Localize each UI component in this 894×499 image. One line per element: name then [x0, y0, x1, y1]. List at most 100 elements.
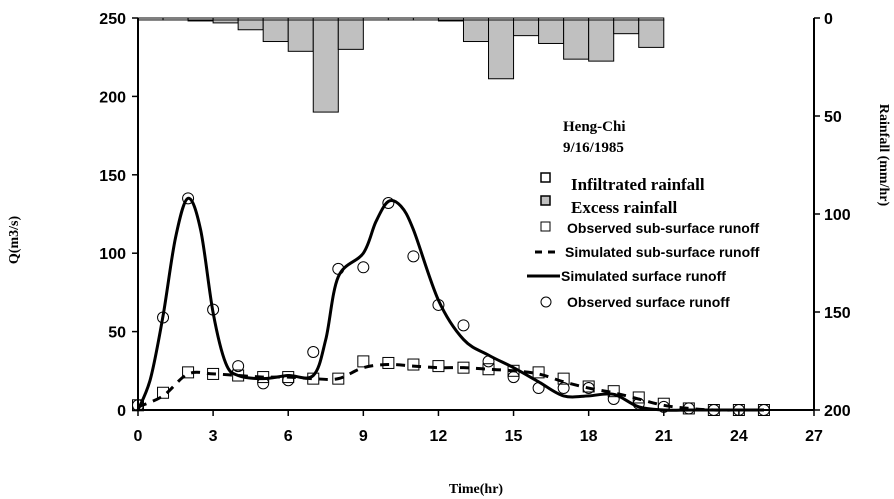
- legend-symbol-gray-bar: [540, 195, 551, 206]
- legend-label: Observed sub-surface runoff: [567, 220, 759, 236]
- x-tick-label: 3: [209, 428, 218, 445]
- excess-rainfall-bar: [212, 19, 239, 24]
- y-tick-label: 50: [108, 325, 126, 342]
- observed-surface-point: [482, 355, 495, 368]
- legend-item-infiltrated: Infiltrated rainfall: [540, 172, 705, 194]
- ticks: 0 3 6 9 12 15 18 21 24 27 0 50 100 150 200 250 0 50 100 150…: [99, 11, 851, 445]
- legend-item-obs-surface: Observed surface runoff: [540, 294, 730, 310]
- observed-subsurface-point: [382, 356, 395, 369]
- legend-label: Simulated surface runoff: [561, 268, 726, 284]
- observed-subsurface-point: [257, 371, 270, 384]
- observed-subsurface-point: [457, 361, 470, 374]
- y2-tick-label: 200: [824, 403, 851, 420]
- legend-item-sim-surface: Simulated surface runoff: [527, 268, 726, 284]
- excess-rainfall-bar: [588, 19, 615, 62]
- x-tick-label: 15: [505, 428, 523, 445]
- rainfall-bars: [137, 17, 665, 113]
- observed-surface-point: [682, 402, 695, 415]
- x-axis-title: Time(hr): [449, 482, 504, 497]
- observed-surface-point: [607, 393, 620, 406]
- observed-subsurface-point: [557, 372, 570, 385]
- infiltrated-rainfall-bar: [362, 17, 389, 21]
- observed-surface-point: [182, 192, 195, 205]
- observed-subsurface-point: [207, 367, 220, 380]
- excess-rainfall-bar: [437, 19, 464, 22]
- observed-surface-point: [132, 399, 144, 412]
- axes: [137, 18, 815, 411]
- observed-surface-point: [282, 374, 295, 387]
- observed-surface-point: [732, 404, 745, 416]
- observed-surface-point: [757, 404, 770, 416]
- observed-surface-point: [157, 311, 170, 324]
- x-tick-label: 21: [655, 428, 673, 445]
- x-tick-label: 18: [580, 428, 598, 445]
- y2-tick-label: 0: [824, 11, 833, 28]
- observed-subsurface-point: [332, 372, 345, 385]
- observed-subsurface-point: [182, 366, 195, 379]
- infiltrated-rainfall-bar: [137, 17, 164, 21]
- excess-rainfall-bar: [513, 19, 540, 37]
- y2-tick-label: 50: [824, 109, 842, 126]
- infiltrated-rainfall-bar: [162, 17, 189, 21]
- observed-subsurface-point: [482, 363, 495, 376]
- legend: Infiltrated rainfall Excess rainfall Obs…: [527, 172, 760, 310]
- y-tick-label: 100: [99, 246, 126, 263]
- excess-rainfall-bar: [187, 19, 214, 22]
- excess-rainfall-bar: [538, 19, 565, 44]
- observed-surface-point: [457, 319, 470, 332]
- observed-surface-point: [332, 262, 345, 275]
- observed-surface-point: [432, 298, 445, 311]
- excess-rainfall-bar: [287, 19, 314, 52]
- y-tick-label: 250: [99, 11, 126, 28]
- observed-subsurface-point: [232, 369, 245, 382]
- observed-subsurface-point: [407, 358, 420, 371]
- legend-symbol-open-bar: [540, 172, 551, 183]
- excess-rainfall-bar: [312, 19, 339, 113]
- excess-rainfall-bar: [488, 19, 515, 80]
- excess-rainfall-bar: [462, 19, 490, 43]
- observed-subsurface-point: [307, 372, 320, 385]
- observed-subsurface-point: [607, 385, 620, 398]
- legend-label: Simulated sub-surface runoff: [565, 244, 760, 260]
- x-tick-label: 6: [284, 428, 293, 445]
- simulated-surface-runoff-line: [136, 196, 764, 412]
- excess-rainfall-bar: [337, 19, 364, 50]
- observed-subsurface-point: [282, 371, 295, 384]
- excess-rainfall-bar: [563, 19, 590, 60]
- observed-subsurface-point: [507, 364, 520, 377]
- date-annotation: 9/16/1985: [563, 140, 624, 156]
- station-annotation: Heng-Chi: [563, 119, 626, 135]
- excess-rainfall-bar: [237, 19, 264, 31]
- legend-symbol-open-circle: [540, 296, 552, 308]
- observed-surface-point: [207, 303, 220, 316]
- x-tick-label: 24: [730, 428, 748, 445]
- legend-label: Observed surface runoff: [567, 294, 730, 310]
- observed-surface-point: [582, 382, 595, 395]
- legend-item-obs-subsurface: Observed sub-surface runoff: [540, 220, 759, 236]
- y-tick-label: 0: [117, 403, 126, 420]
- y2-axis-title: Rainfall (mm/hr): [876, 104, 891, 207]
- legend-symbol-open-square: [540, 221, 551, 232]
- legend-item-excess: Excess rainfall: [540, 195, 678, 217]
- observed-surface-point: [407, 250, 420, 263]
- observed-surface-point: [507, 371, 520, 384]
- infiltrated-rainfall-bar: [412, 17, 439, 21]
- observed-surface-point: [707, 404, 720, 416]
- legend-label: Excess rainfall: [571, 198, 678, 217]
- y2-tick-label: 100: [824, 207, 851, 224]
- y-tick-label: 200: [99, 89, 126, 106]
- observed-subsurface-point: [657, 397, 670, 410]
- observed-surface-point: [382, 197, 395, 210]
- observed-subsurface-point: [532, 366, 545, 379]
- legend-label: Infiltrated rainfall: [571, 175, 705, 194]
- x-tick-label: 0: [134, 428, 143, 445]
- observed-subsurface-point: [157, 386, 170, 399]
- y-axis-title: Q(m3/s): [7, 216, 22, 265]
- observed-surface-point: [657, 400, 670, 413]
- excess-rainfall-bar: [613, 19, 640, 35]
- x-tick-label: 9: [359, 428, 368, 445]
- x-tick-label: 12: [430, 428, 448, 445]
- observed-surface-point: [257, 377, 270, 390]
